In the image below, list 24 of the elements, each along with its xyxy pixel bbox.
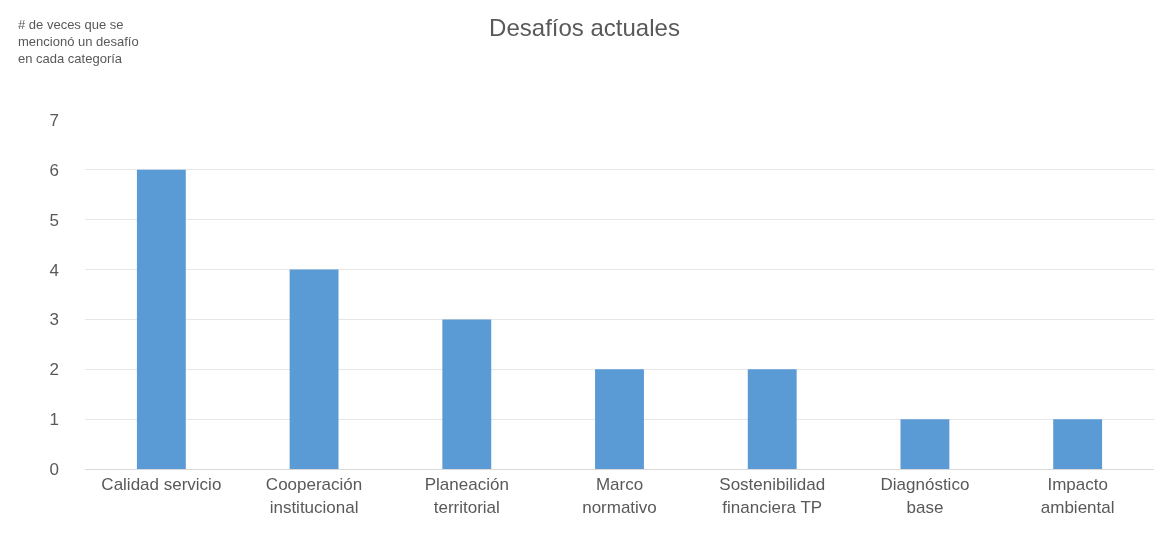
bar bbox=[595, 369, 644, 469]
y-tick-label: 0 bbox=[49, 459, 59, 479]
y-axis-title: # de veces que se mencionó un desafío en cada categoría bbox=[18, 17, 139, 66]
bar bbox=[136, 169, 186, 469]
y-tick-label: 5 bbox=[49, 210, 59, 230]
bar bbox=[1053, 419, 1103, 469]
x-tick-label: Calidad servicio bbox=[101, 475, 222, 495]
x-tick-label: Sostenibilidad financiera TP bbox=[719, 475, 826, 517]
bar bbox=[900, 419, 950, 469]
x-tick-label: Diagnóstico base bbox=[880, 475, 970, 517]
x-tick-label: Cooperación institucional bbox=[265, 475, 363, 517]
bar bbox=[289, 269, 339, 469]
y-tick-label: 7 bbox=[49, 110, 59, 130]
y-tick-label: 2 bbox=[49, 360, 59, 380]
x-tick-label: Planeación territorial bbox=[424, 475, 509, 517]
x-tick-label: Impacto ambiental bbox=[1040, 475, 1115, 517]
y-tick-label: 3 bbox=[49, 310, 59, 330]
y-tick-label: 6 bbox=[49, 160, 59, 180]
bar bbox=[442, 319, 492, 469]
x-tick-label: Marco normativo bbox=[582, 475, 657, 517]
chart-title: Desafíos actuales bbox=[489, 13, 680, 41]
y-tick-label: 4 bbox=[49, 260, 59, 280]
y-tick-label: 1 bbox=[49, 410, 59, 430]
bar bbox=[747, 369, 797, 469]
